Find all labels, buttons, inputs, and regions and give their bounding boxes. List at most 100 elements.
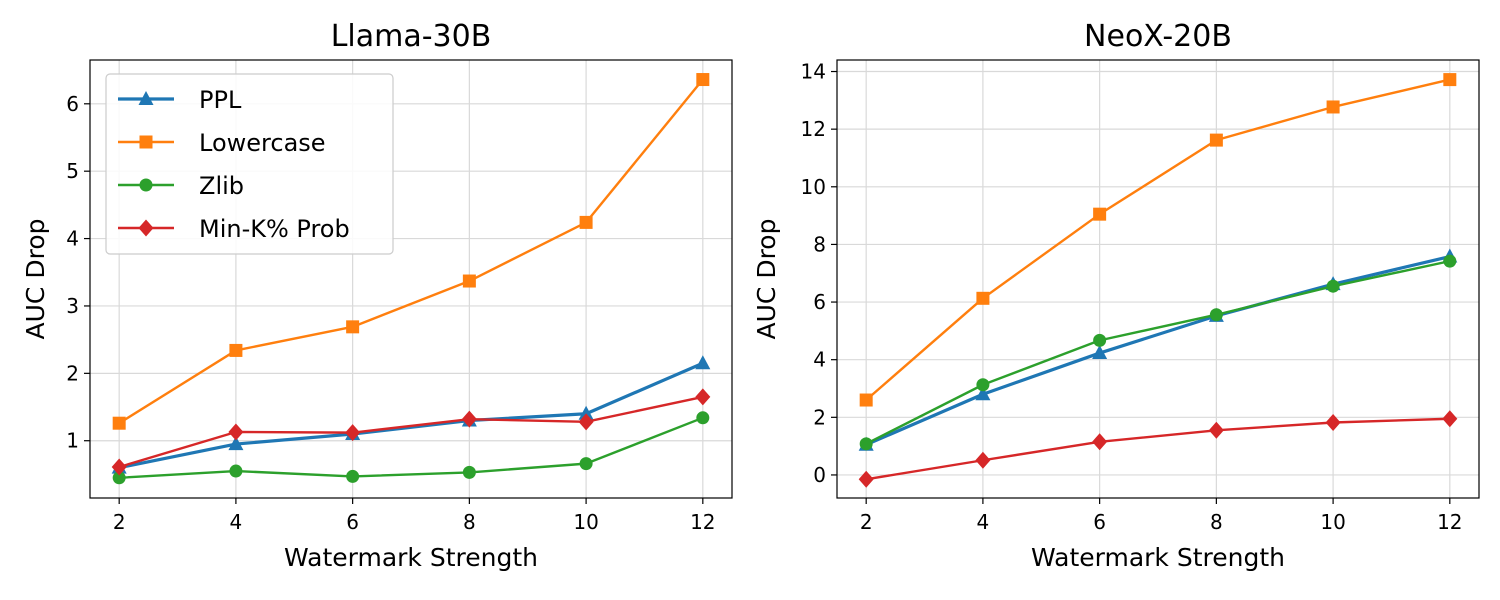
- series-zlib: [112, 411, 710, 485]
- data-point-lowercase: [1093, 207, 1107, 221]
- y-tick-label: 0: [813, 463, 826, 487]
- y-axis-label: AUC Drop: [752, 219, 781, 340]
- y-tick-label: 14: [801, 60, 826, 84]
- y-tick-label: 4: [66, 227, 79, 251]
- series-zlib: [859, 254, 1457, 451]
- y-tick-label: 12: [801, 117, 826, 141]
- legend-label: Min-K% Prob: [199, 215, 350, 243]
- data-point-lowercase: [1443, 73, 1457, 87]
- grid: [837, 60, 1479, 498]
- chart-neox-20b: 2 4 6 8 10 12 0 2 4 6 8 10 12 14 NeoX-20B Watermark Str…: [752, 19, 1480, 572]
- data-point-min-k-prob: [1092, 433, 1108, 451]
- x-tick-label: 2: [860, 510, 873, 534]
- data-point-min-k-prob: [975, 451, 991, 469]
- data-point-zlib: [462, 465, 476, 479]
- series-min-k-prob: [858, 410, 1458, 488]
- data-point-lowercase: [1326, 100, 1340, 114]
- series-line-zlib: [865, 259, 1451, 445]
- data-point-min-k-prob: [345, 424, 361, 442]
- data-point-lowercase: [462, 274, 476, 288]
- plot-frame: [89, 59, 733, 499]
- data-point-zlib: [112, 471, 126, 485]
- data-point-zlib: [1093, 333, 1107, 347]
- data-point-zlib: [1326, 279, 1340, 293]
- series-line-ppl: [865, 254, 1451, 447]
- series-min-k-prob: [111, 388, 711, 476]
- data-point-min-k-prob: [578, 413, 594, 431]
- data-point-zlib: [229, 464, 243, 478]
- chart-title: Llama-30B: [331, 19, 492, 54]
- data-point-lowercase: [229, 343, 243, 357]
- series-line-min-k-prob: [118, 395, 704, 469]
- data-point-lowercase: [346, 320, 360, 334]
- legend-entry-lowercase: Lowercase: [118, 129, 326, 157]
- data-point-zlib: [696, 411, 710, 425]
- x-axis-label: Watermark Strength: [284, 543, 538, 572]
- x-tick-label: 8: [463, 510, 476, 534]
- y-tick-label: 3: [66, 294, 79, 318]
- y-tick-label: 2: [66, 361, 79, 385]
- data-point-lowercase: [859, 393, 873, 407]
- data-point-min-k-prob: [695, 388, 711, 406]
- data-point-min-k-prob: [1325, 414, 1341, 432]
- data-point-min-k-prob: [1208, 421, 1224, 439]
- data-point-min-k-prob: [461, 410, 477, 428]
- data-point-zlib: [1443, 254, 1457, 268]
- y-tick-label: 10: [801, 175, 826, 199]
- x-tick-label: 12: [1437, 510, 1462, 534]
- x-tick-label: 8: [1210, 510, 1223, 534]
- data-point-lowercase: [976, 291, 990, 305]
- data-point-lowercase: [1209, 133, 1223, 147]
- y-tick-label: 6: [66, 92, 79, 116]
- series-lowercase: [859, 73, 1457, 407]
- series-line-lowercase: [865, 78, 1451, 401]
- legend-label: Zlib: [199, 172, 244, 200]
- series-lowercase: [112, 73, 710, 430]
- data-point-ppl: [578, 405, 594, 420]
- legend-label: PPL: [199, 86, 242, 114]
- x-tick-label: 4: [230, 510, 243, 534]
- y-axis-label: AUC Drop: [21, 219, 50, 340]
- x-tick-label: 10: [573, 510, 598, 534]
- x-tick-label: 2: [113, 510, 126, 534]
- series-line-min-k-prob: [865, 417, 1450, 481]
- series-line-ppl: [118, 361, 704, 470]
- data-point-zlib: [579, 457, 593, 471]
- legend-entry-ppl: PPL: [118, 86, 242, 114]
- data-point-ppl: [975, 386, 991, 401]
- legend-entry-zlib: Zlib: [118, 172, 244, 200]
- x-tick-label: 6: [1093, 510, 1106, 534]
- y-tick-label: 2: [813, 405, 826, 429]
- x-tick-label: 4: [977, 510, 990, 534]
- x-tick-label: 6: [346, 510, 359, 534]
- y-tick-label: 6: [813, 290, 826, 314]
- data-point-lowercase: [112, 416, 126, 430]
- data-point-min-k-prob: [228, 423, 244, 441]
- y-tick-label: 8: [813, 232, 826, 256]
- data-point-zlib: [346, 469, 360, 483]
- data-point-min-k-prob: [111, 458, 127, 476]
- series-line-zlib: [119, 416, 704, 479]
- data-point-ppl: [695, 355, 711, 370]
- legend: PPL Lowercase Zlib Min-K% Prob: [105, 73, 394, 255]
- data-point-ppl: [228, 436, 244, 451]
- legend-label: Lowercase: [199, 129, 326, 157]
- data-point-min-k-prob: [1442, 410, 1458, 428]
- legend-marker: [138, 91, 154, 105]
- y-tick-label: 4: [813, 348, 826, 372]
- data-point-ppl: [1092, 345, 1108, 360]
- legend-box: [105, 73, 394, 255]
- data-point-min-k-prob: [858, 470, 874, 488]
- y-tick-label: 1: [66, 429, 79, 453]
- data-point-zlib: [1209, 308, 1223, 322]
- data-point-lowercase: [696, 73, 710, 87]
- chart-title: NeoX-20B: [1084, 19, 1232, 54]
- legend-marker: [139, 178, 153, 192]
- legend-marker: [139, 135, 153, 149]
- data-point-zlib: [976, 378, 990, 392]
- x-tick-label: 12: [690, 510, 715, 534]
- x-axis-label: Watermark Strength: [1031, 543, 1285, 572]
- data-point-zlib: [859, 437, 873, 451]
